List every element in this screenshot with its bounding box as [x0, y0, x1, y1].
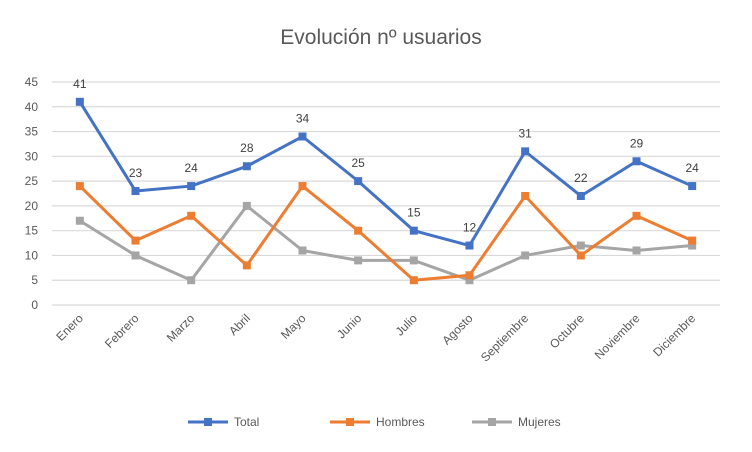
data-point [465, 276, 474, 285]
data-point [576, 191, 585, 200]
data-label: 12 [463, 221, 477, 235]
x-tick-label: Octubre [547, 311, 587, 351]
data-point [187, 182, 196, 191]
data-point [521, 191, 530, 200]
legend-item-mujeres: Mujeres [472, 415, 561, 429]
data-label: 28 [240, 141, 254, 155]
data-point [354, 226, 363, 235]
x-tick-label: Febrero [102, 311, 142, 351]
data-label: 24 [184, 161, 198, 175]
series-group [75, 97, 697, 285]
data-point [298, 182, 307, 191]
data-point [465, 241, 474, 250]
x-tick-label: Septiembre [478, 311, 532, 365]
data-point [632, 246, 641, 255]
x-tick-label: Julio [393, 311, 421, 339]
x-tick-label: Enero [53, 311, 86, 344]
data-label: 22 [574, 171, 588, 185]
data-point [187, 276, 196, 285]
y-tick-label: 15 [25, 224, 39, 238]
data-point [688, 182, 697, 191]
y-tick-label: 25 [25, 174, 39, 188]
y-tick-label: 35 [25, 125, 39, 139]
chart-title: Evolución nº usuarios [280, 26, 481, 49]
legend-marker [204, 418, 212, 426]
y-tick-label: 45 [25, 75, 39, 89]
y-tick-label: 0 [31, 298, 38, 312]
y-tick-label: 40 [25, 100, 39, 114]
data-label: 15 [407, 206, 421, 220]
data-point [75, 97, 84, 106]
data-point [409, 276, 418, 285]
y-tick-label: 30 [25, 149, 39, 163]
series-total [75, 97, 697, 250]
legend-marker [346, 418, 354, 426]
legend-label: Hombres [376, 415, 425, 429]
data-label: 23 [129, 166, 143, 180]
data-point [521, 147, 530, 156]
data-point [354, 177, 363, 186]
data-point [576, 241, 585, 250]
data-point [465, 271, 474, 280]
data-point [187, 211, 196, 220]
data-point [354, 256, 363, 265]
legend: Total Hombres Mujeres [188, 415, 561, 429]
x-tick-label: Diciembre [650, 311, 698, 359]
series-line [78, 204, 694, 282]
x-tick-label: Noviembre [592, 311, 643, 362]
legend-item-total: Total [188, 415, 259, 429]
data-label: 25 [351, 156, 365, 170]
data-point [576, 251, 585, 260]
data-point [632, 157, 641, 166]
legend-item-hombres: Hombres [330, 415, 425, 429]
y-tick-label: 5 [31, 273, 38, 287]
data-point [131, 236, 140, 245]
x-tick-label: Junio [334, 311, 364, 341]
data-point [688, 241, 697, 250]
data-point [688, 236, 697, 245]
series-line [78, 100, 694, 248]
legend-label: Mujeres [518, 415, 561, 429]
axes: 0 5 10 15 20 25 30 35 40 45 Enero Febrero Marzo Abril… [25, 75, 720, 365]
legend-label: Total [234, 415, 259, 429]
y-tick-label: 20 [25, 199, 39, 213]
legend-marker [488, 418, 496, 426]
series-line [78, 184, 694, 282]
gridlines [52, 81, 720, 281]
data-label: 34 [296, 112, 310, 126]
data-point [75, 182, 84, 191]
data-point [298, 246, 307, 255]
data-point [131, 187, 140, 196]
data-point [521, 251, 530, 260]
data-point [242, 201, 251, 210]
y-tick-label: 10 [25, 248, 39, 262]
data-labels: 41 23 24 28 34 25 15 12 31 22 29 24 [73, 77, 699, 235]
x-tick-label: Agosto [439, 311, 476, 348]
x-tick-label: Marzo [164, 311, 198, 345]
data-point [75, 216, 84, 225]
data-label: 31 [518, 126, 532, 140]
data-label: 41 [73, 77, 87, 91]
series-mujeres [75, 201, 697, 285]
data-point [242, 261, 251, 270]
series-hombres [75, 182, 697, 285]
data-label: 29 [630, 136, 644, 150]
x-tick-label: Abril [226, 311, 253, 338]
data-point [242, 162, 251, 171]
data-point [298, 132, 307, 141]
data-point [131, 251, 140, 260]
data-point [632, 211, 641, 220]
data-point [409, 256, 418, 265]
data-point [409, 226, 418, 235]
data-label: 24 [685, 161, 699, 175]
x-tick-label: Mayo [278, 311, 309, 342]
